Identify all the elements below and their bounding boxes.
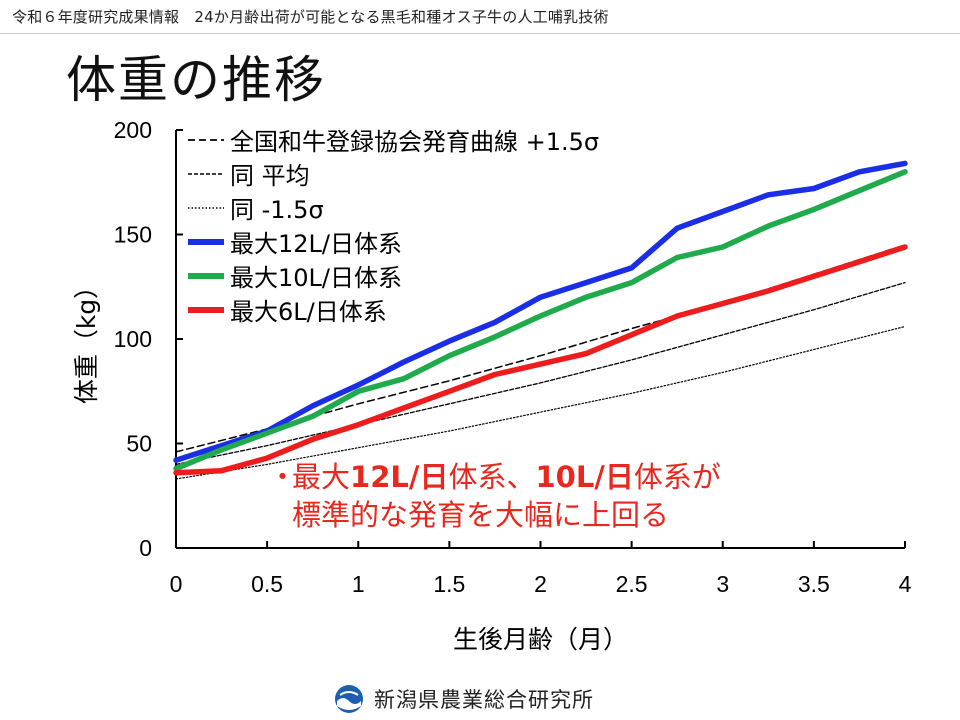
page-title: 体重の推移: [66, 51, 326, 109]
series-line: [173, 169, 908, 472]
note-segment: 10L/日: [535, 460, 634, 494]
y-tick-label: 100: [114, 326, 152, 352]
x-axis-label: 生後月齢（月）: [453, 625, 628, 654]
note-line-2: 標準的な発育を大幅に上回る: [292, 498, 670, 532]
x-tick-label: 1: [352, 571, 365, 597]
organization-name: 新潟県農業総合研究所: [374, 688, 594, 712]
legend-label: 全国和牛登録協会発育曲線 +1.5σ: [230, 128, 599, 156]
footer: 新潟県農業総合研究所: [334, 684, 594, 714]
x-tick-label: 1.5: [433, 571, 465, 597]
x-tick-label: 3: [716, 571, 729, 597]
legend-label: 最大12L/日体系: [230, 230, 402, 258]
x-tick-label: 0: [170, 571, 183, 597]
x-tick-label: 4: [899, 571, 912, 597]
series-line: [175, 325, 906, 480]
y-axis-label: 体重（kg）: [72, 274, 101, 404]
niigata-logo-icon: [335, 685, 363, 713]
x-tick-label: 2: [534, 571, 547, 597]
note-segment: 最大: [292, 460, 351, 494]
chart-axes: 0 50 100 150 200 0 0.5 1 1.5 2 2.5 3 3.5 4 生後月齢（月） 体重（k…: [72, 117, 912, 654]
y-tick-label: 0: [139, 535, 152, 561]
note-segment: 体系、: [448, 460, 536, 494]
weight-chart: 0 50 100 150 200 0 0.5 1 1.5 2 2.5 3 3.5 4 生後月齢（月） 体重（k…: [72, 117, 912, 654]
y-tick-label: 50: [126, 431, 152, 457]
chart-legend: 全国和牛登録協会発育曲線 +1.5σ 同 平均同 -1.5σ 最大12L/日体系最大…: [188, 128, 599, 326]
series-line: [173, 160, 908, 463]
x-tick-label: 0.5: [251, 571, 283, 597]
header-divider: [0, 33, 960, 34]
note-segment: 体系が: [633, 460, 721, 494]
series-line: [173, 244, 908, 476]
chart-series: [173, 160, 908, 480]
slide-header: 令和６年度研究成果情報 24か月齢出荷が可能となる黒毛和種オス子牛の人工哺乳技術: [12, 8, 609, 26]
legend-label: 同 -1.5σ: [230, 196, 324, 224]
y-tick-label: 150: [114, 222, 152, 248]
note-line-1: ・最大12L/日体系、10L/日体系が: [268, 458, 868, 496]
note-segment: 12L/日: [350, 460, 449, 494]
y-tick-label: 200: [114, 117, 152, 143]
note-segments: 最大12L/日体系、10L/日体系が: [292, 460, 721, 494]
x-tick-label: 2.5: [616, 571, 648, 597]
legend-label: 最大6L/日体系: [230, 298, 387, 326]
x-tick-label: 3.5: [798, 571, 830, 597]
series-line: [175, 281, 906, 466]
note-bullet: ・: [268, 460, 298, 494]
chart-note: ・最大12L/日体系、10L/日体系が 標準的な発育を大幅に上回る: [268, 458, 868, 534]
legend-label: 同 平均: [230, 162, 310, 190]
legend-label: 最大10L/日体系: [230, 264, 402, 292]
